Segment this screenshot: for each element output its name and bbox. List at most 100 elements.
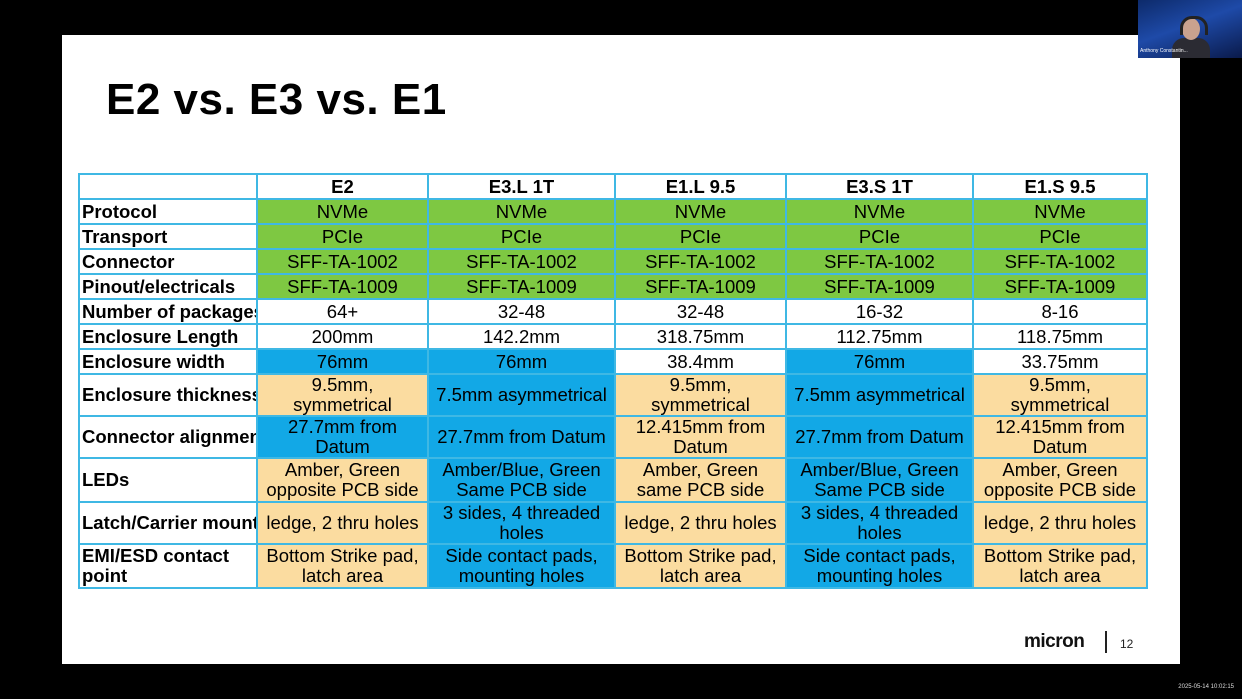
table-cell: 7.5mm asymmetrical bbox=[427, 373, 616, 417]
table-row: Enclosure width 76mm 76mm 38.4mm 76mm 33.75mm bbox=[78, 348, 1148, 375]
table-cell: 33.75mm bbox=[972, 348, 1148, 375]
webcam-thumbnail[interactable]: Anthony Constantin... bbox=[1138, 0, 1242, 58]
row-label: Pinout/electricals bbox=[78, 273, 258, 300]
table-cell: 9.5mm, symmetrical bbox=[972, 373, 1148, 417]
page-number: 12 bbox=[1120, 637, 1134, 651]
row-label: EMI/ESD contact point bbox=[78, 543, 258, 589]
table-cell: SFF-TA-1002 bbox=[972, 248, 1148, 275]
row-label: Transport bbox=[78, 223, 258, 250]
table-cell: Amber/Blue, Green Same PCB side bbox=[785, 457, 974, 503]
table-header-row: E2 E3.L 1T E1.L 9.5 E3.S 1T E1.S 9.5 bbox=[78, 173, 1148, 200]
table-header-cell: E1.S 9.5 bbox=[972, 173, 1148, 200]
table-cell: SFF-TA-1009 bbox=[256, 273, 429, 300]
table-cell: NVMe bbox=[427, 198, 616, 225]
table-cell: 64+ bbox=[256, 298, 429, 325]
row-label: Protocol bbox=[78, 198, 258, 225]
table-cell: SFF-TA-1009 bbox=[427, 273, 616, 300]
table-cell: Side contact pads, mounting holes bbox=[427, 543, 616, 589]
table-cell: 9.5mm, symmetrical bbox=[614, 373, 787, 417]
table-cell: ledge, 2 thru holes bbox=[256, 501, 429, 545]
table-cell: 12.415mm from Datum bbox=[614, 415, 787, 459]
headphones-icon bbox=[1180, 16, 1208, 35]
table-cell: 118.75mm bbox=[972, 323, 1148, 350]
table-cell: 32-48 bbox=[614, 298, 787, 325]
table-cell: 16-32 bbox=[785, 298, 974, 325]
table-header-cell: E2 bbox=[256, 173, 429, 200]
table-row: Connector alignment 27.7mm from Datum 27.7… bbox=[78, 415, 1148, 459]
comparison-table: E2 E3.L 1T E1.L 9.5 E3.S 1T E1.S 9.5 Pro… bbox=[78, 173, 1148, 589]
row-label: Enclosure width bbox=[78, 348, 258, 375]
presentation-slide: E2 vs. E3 vs. E1 E2 E3.L 1T E1.L 9.5 E3.… bbox=[62, 35, 1180, 664]
table-cell: SFF-TA-1009 bbox=[785, 273, 974, 300]
row-label: Connector bbox=[78, 248, 258, 275]
table-cell: 38.4mm bbox=[614, 348, 787, 375]
table-cell: Amber, Green same PCB side bbox=[614, 457, 787, 503]
table-row: Number of packages 64+ 32-48 32-48 16-32 8-16 bbox=[78, 298, 1148, 325]
table-cell: Bottom Strike pad, latch area bbox=[972, 543, 1148, 589]
table-cell: SFF-TA-1002 bbox=[785, 248, 974, 275]
table-cell: Amber/Blue, Green Same PCB side bbox=[427, 457, 616, 503]
table-row: Connector SFF-TA-1002 SFF-TA-1002 SFF-TA-10… bbox=[78, 248, 1148, 275]
table-row: LEDs Amber, Green opposite PCB side Amber/… bbox=[78, 457, 1148, 503]
table-cell: 76mm bbox=[427, 348, 616, 375]
table-cell: 76mm bbox=[785, 348, 974, 375]
table-cell: ledge, 2 thru holes bbox=[614, 501, 787, 545]
table-cell: ledge, 2 thru holes bbox=[972, 501, 1148, 545]
table-cell: SFF-TA-1002 bbox=[427, 248, 616, 275]
table-header-cell bbox=[78, 173, 258, 200]
table-cell: 27.7mm from Datum bbox=[785, 415, 974, 459]
table-cell: Side contact pads, mounting holes bbox=[785, 543, 974, 589]
table-row: Latch/Carrier mount ledge, 2 thru holes 3 … bbox=[78, 501, 1148, 545]
table-cell: 3 sides, 4 threaded holes bbox=[427, 501, 616, 545]
table-row: Pinout/electricals SFF-TA-1009 SFF-TA-1009… bbox=[78, 273, 1148, 300]
table-cell: 27.7mm from Datum bbox=[256, 415, 429, 459]
table-cell: 9.5mm, symmetrical bbox=[256, 373, 429, 417]
table-cell: 32-48 bbox=[427, 298, 616, 325]
row-label: Enclosure Length bbox=[78, 323, 258, 350]
table-cell: 200mm bbox=[256, 323, 429, 350]
table-header-cell: E3.L 1T bbox=[427, 173, 616, 200]
table-cell: SFF-TA-1002 bbox=[256, 248, 429, 275]
table-cell: 3 sides, 4 threaded holes bbox=[785, 501, 974, 545]
table-row: Protocol NVMe NVMe NVMe NVMe NVMe bbox=[78, 198, 1148, 225]
row-label: Number of packages bbox=[78, 298, 258, 325]
slide-title: E2 vs. E3 vs. E1 bbox=[106, 75, 447, 124]
table-cell: SFF-TA-1009 bbox=[972, 273, 1148, 300]
table-cell: NVMe bbox=[785, 198, 974, 225]
table-row: Enclosure thickness 9.5mm, symmetrical 7.5… bbox=[78, 373, 1148, 417]
table-cell: 8-16 bbox=[972, 298, 1148, 325]
table-cell: PCIe bbox=[427, 223, 616, 250]
table-cell: Amber, Green opposite PCB side bbox=[972, 457, 1148, 503]
table-row: EMI/ESD contact point Bottom Strike pad, … bbox=[78, 543, 1148, 589]
table-cell: SFF-TA-1009 bbox=[614, 273, 787, 300]
table-header-cell: E1.L 9.5 bbox=[614, 173, 787, 200]
table-cell: SFF-TA-1002 bbox=[614, 248, 787, 275]
table-cell: PCIe bbox=[614, 223, 787, 250]
table-cell: NVMe bbox=[256, 198, 429, 225]
presenter-name: Anthony Constantin... bbox=[1140, 48, 1188, 54]
table-header-cell: E3.S 1T bbox=[785, 173, 974, 200]
table-cell: 7.5mm asymmetrical bbox=[785, 373, 974, 417]
table-cell: 76mm bbox=[256, 348, 429, 375]
table-cell: 318.75mm bbox=[614, 323, 787, 350]
table-cell: 27.7mm from Datum bbox=[427, 415, 616, 459]
row-label: Connector alignment bbox=[78, 415, 258, 459]
table-cell: PCIe bbox=[256, 223, 429, 250]
presenter-body bbox=[1172, 38, 1210, 58]
row-label: Enclosure thickness bbox=[78, 373, 258, 417]
table-cell: NVMe bbox=[972, 198, 1148, 225]
micron-logo: micron bbox=[1024, 631, 1085, 652]
table-cell: Bottom Strike pad, latch area bbox=[614, 543, 787, 589]
footer-divider bbox=[1105, 631, 1107, 653]
table-cell: 12.415mm from Datum bbox=[972, 415, 1148, 459]
row-label: LEDs bbox=[78, 457, 258, 503]
table-row: Enclosure Length 200mm 142.2mm 318.75mm 112.… bbox=[78, 323, 1148, 350]
table-row: Transport PCIe PCIe PCIe PCIe PCIe bbox=[78, 223, 1148, 250]
timestamp: 2025-05-14 10:02:15 bbox=[1178, 684, 1234, 690]
table-cell: Bottom Strike pad, latch area bbox=[256, 543, 429, 589]
table-cell: PCIe bbox=[785, 223, 974, 250]
table-cell: 142.2mm bbox=[427, 323, 616, 350]
row-label: Latch/Carrier mount bbox=[78, 501, 258, 545]
table-cell: Amber, Green opposite PCB side bbox=[256, 457, 429, 503]
table-cell: 112.75mm bbox=[785, 323, 974, 350]
